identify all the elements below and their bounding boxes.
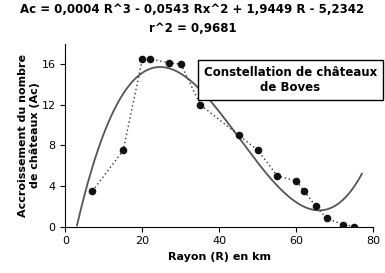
Point bbox=[301, 189, 307, 193]
Point bbox=[147, 57, 153, 61]
Point bbox=[274, 174, 280, 178]
Point bbox=[89, 189, 95, 193]
Text: r^2 = 0,9681: r^2 = 0,9681 bbox=[149, 22, 236, 35]
Point bbox=[166, 61, 172, 65]
Point bbox=[139, 57, 146, 61]
Text: Constellation de châteaux
de Boves: Constellation de châteaux de Boves bbox=[204, 66, 377, 94]
Point bbox=[324, 216, 330, 221]
Point bbox=[313, 204, 319, 209]
X-axis label: Rayon (R) en km: Rayon (R) en km bbox=[168, 252, 271, 262]
Point bbox=[197, 102, 203, 107]
Point bbox=[351, 224, 357, 229]
Point bbox=[293, 179, 300, 183]
Point bbox=[255, 148, 261, 153]
Text: Ac = 0,0004 R^3 - 0,0543 Rx^2 + 1,9449 R - 5,2342: Ac = 0,0004 R^3 - 0,0543 Rx^2 + 1,9449 R… bbox=[20, 3, 365, 16]
Point bbox=[178, 62, 184, 66]
Y-axis label: Accroissement du nombre
de châteaux (Ac): Accroissement du nombre de châteaux (Ac) bbox=[18, 54, 40, 217]
Point bbox=[120, 148, 126, 153]
Point bbox=[340, 222, 346, 227]
Point bbox=[236, 133, 242, 137]
